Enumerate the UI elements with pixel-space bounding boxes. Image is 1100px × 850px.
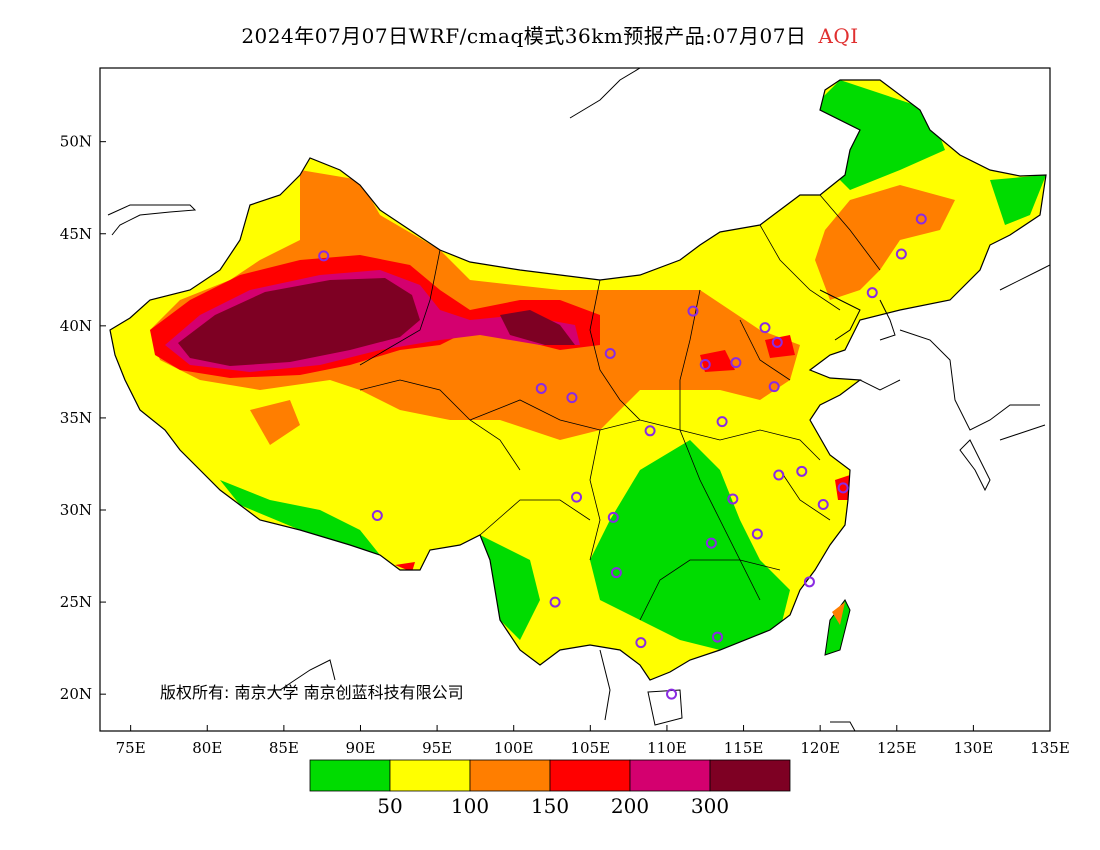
variable-label: AQI bbox=[818, 24, 859, 48]
lon-tick-label: 110E bbox=[647, 739, 687, 757]
legend-color-swatch bbox=[389, 759, 471, 792]
aqi-zone-yunnan-good bbox=[480, 535, 540, 640]
aqi-zone-qinghai-patch bbox=[250, 400, 300, 445]
lat-tick-label: 35N bbox=[60, 409, 92, 427]
lon-tick-label: 80E bbox=[192, 739, 222, 757]
aqi-color-legend: 50 100 150 200 300 bbox=[309, 759, 791, 818]
station-marker bbox=[751, 528, 763, 540]
aqi-zone-south-good bbox=[590, 440, 790, 650]
legend-color-swatch bbox=[469, 759, 551, 792]
station-marker bbox=[771, 336, 783, 348]
lat-tick-label: 20N bbox=[60, 685, 92, 703]
legend-threshold-label: 200 bbox=[611, 794, 649, 818]
legend-threshold-label: 50 bbox=[377, 794, 402, 818]
title-text: 2024年07月07日WRF/cmaq模式36km预报产品:07月07日 bbox=[241, 24, 807, 48]
station-marker bbox=[549, 596, 561, 608]
copyright-notice: 版权所有: 南京大学 南京创蓝科技有限公司 bbox=[160, 683, 464, 702]
lon-tick-label: 90E bbox=[345, 739, 375, 757]
station-marker bbox=[571, 491, 583, 503]
lon-tick-label: 135E bbox=[1030, 739, 1070, 757]
station-marker bbox=[837, 482, 849, 494]
aqi-zone-tibet-good bbox=[220, 480, 380, 555]
legend-threshold-label: 150 bbox=[531, 794, 569, 818]
lon-tick-label: 95E bbox=[422, 739, 452, 757]
legend-color-swatch bbox=[709, 759, 791, 792]
station-marker bbox=[635, 637, 647, 649]
station-marker bbox=[607, 511, 619, 523]
station-marker bbox=[759, 322, 771, 334]
lat-tick-label: 40N bbox=[60, 317, 92, 335]
station-marker bbox=[796, 465, 808, 477]
taiwan-island bbox=[824, 599, 851, 656]
longitude-axis: 75E 80E 85E 90E 95E 100E 105E 110E 115E 120E 125E 1… bbox=[116, 725, 1070, 757]
lat-tick-label: 25N bbox=[60, 593, 92, 611]
station-marker bbox=[866, 287, 878, 299]
legend-color-swatch bbox=[309, 759, 391, 792]
map-frame bbox=[99, 67, 1051, 732]
aqi-zone-hazardous-alxa bbox=[500, 310, 575, 345]
lon-tick-label: 85E bbox=[269, 739, 299, 757]
lat-tick-label: 30N bbox=[60, 501, 92, 519]
station-marker bbox=[535, 382, 547, 394]
station-marker bbox=[604, 347, 616, 359]
station-marker bbox=[730, 357, 742, 369]
lon-tick-label: 120E bbox=[800, 739, 840, 757]
monitoring-stations bbox=[318, 213, 927, 700]
taiwan-aqi-patch bbox=[832, 602, 845, 625]
station-marker bbox=[699, 359, 711, 371]
aqi-zone-heilongjiang-good bbox=[990, 175, 1046, 225]
legend-color-swatch bbox=[549, 759, 631, 792]
lat-tick-label: 45N bbox=[60, 225, 92, 243]
latitude-axis: 20N 25N 30N 35N 40N 45N 50N bbox=[60, 133, 106, 703]
station-marker bbox=[895, 248, 907, 260]
aqi-zone-shanghai-unhealthy bbox=[835, 475, 850, 500]
lon-tick-label: 105E bbox=[571, 739, 611, 757]
legend-color-swatch bbox=[629, 759, 711, 792]
lon-tick-label: 100E bbox=[494, 739, 534, 757]
station-marker bbox=[768, 381, 780, 393]
legend-threshold-label: 100 bbox=[451, 794, 489, 818]
lon-tick-label: 75E bbox=[116, 739, 146, 757]
station-marker bbox=[915, 213, 927, 225]
station-marker bbox=[727, 493, 739, 505]
lon-tick-label: 115E bbox=[724, 739, 764, 757]
station-marker bbox=[712, 631, 723, 643]
map-title: 2024年07月07日WRF/cmaq模式36km预报产品:07月07日 AQI bbox=[0, 20, 1100, 49]
station-marker bbox=[773, 469, 785, 481]
station-marker bbox=[371, 510, 383, 522]
station-marker bbox=[610, 567, 622, 579]
station-marker bbox=[803, 576, 815, 588]
station-marker bbox=[318, 250, 330, 262]
station-marker bbox=[705, 537, 717, 549]
lon-tick-label: 125E bbox=[877, 739, 917, 757]
station-marker bbox=[644, 425, 656, 437]
station-marker bbox=[687, 305, 699, 317]
neighbor-coastlines bbox=[107, 68, 1050, 731]
station-marker bbox=[566, 392, 578, 404]
aqi-zone-hazardous-taklamakan bbox=[178, 278, 420, 366]
station-marker bbox=[817, 498, 829, 510]
station-marker bbox=[666, 688, 678, 700]
station-marker bbox=[716, 416, 728, 428]
lat-tick-label: 50N bbox=[60, 133, 92, 151]
lon-tick-label: 130E bbox=[954, 739, 994, 757]
legend-threshold-label: 300 bbox=[691, 794, 729, 818]
